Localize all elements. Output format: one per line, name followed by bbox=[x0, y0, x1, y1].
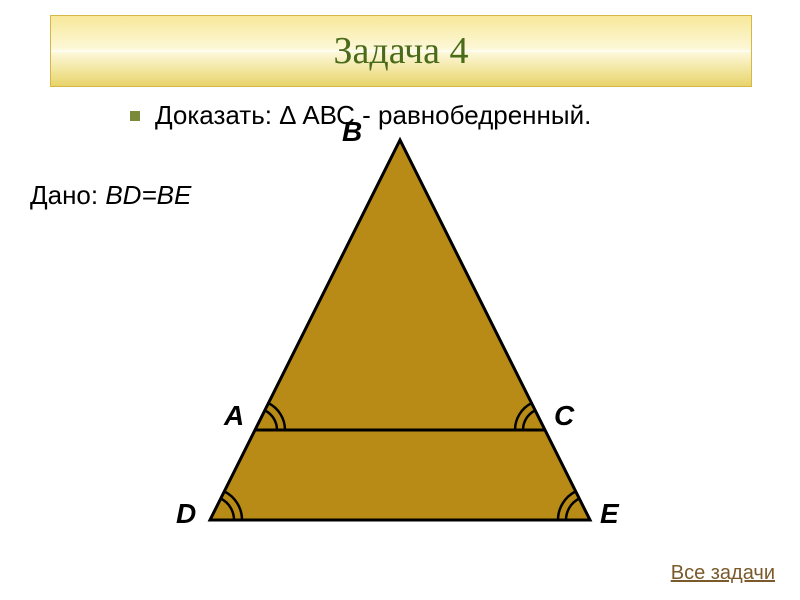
label-d: D bbox=[176, 498, 196, 530]
given-label: Дано: bbox=[30, 180, 105, 210]
label-c: C bbox=[554, 400, 574, 432]
outer-triangle bbox=[210, 140, 590, 520]
triangle-svg bbox=[170, 120, 630, 560]
triangle-diagram: B A C D E bbox=[170, 120, 630, 560]
label-e: E bbox=[600, 498, 619, 530]
bullet-icon bbox=[130, 111, 140, 121]
label-b: B bbox=[342, 116, 362, 148]
title-text: Задача 4 bbox=[333, 29, 468, 73]
all-tasks-link[interactable]: Все задачи bbox=[671, 562, 775, 585]
given-line: Дано: ВD=ВE bbox=[30, 180, 191, 211]
label-a: A bbox=[224, 400, 244, 432]
title-bar: Задача 4 bbox=[50, 15, 752, 87]
